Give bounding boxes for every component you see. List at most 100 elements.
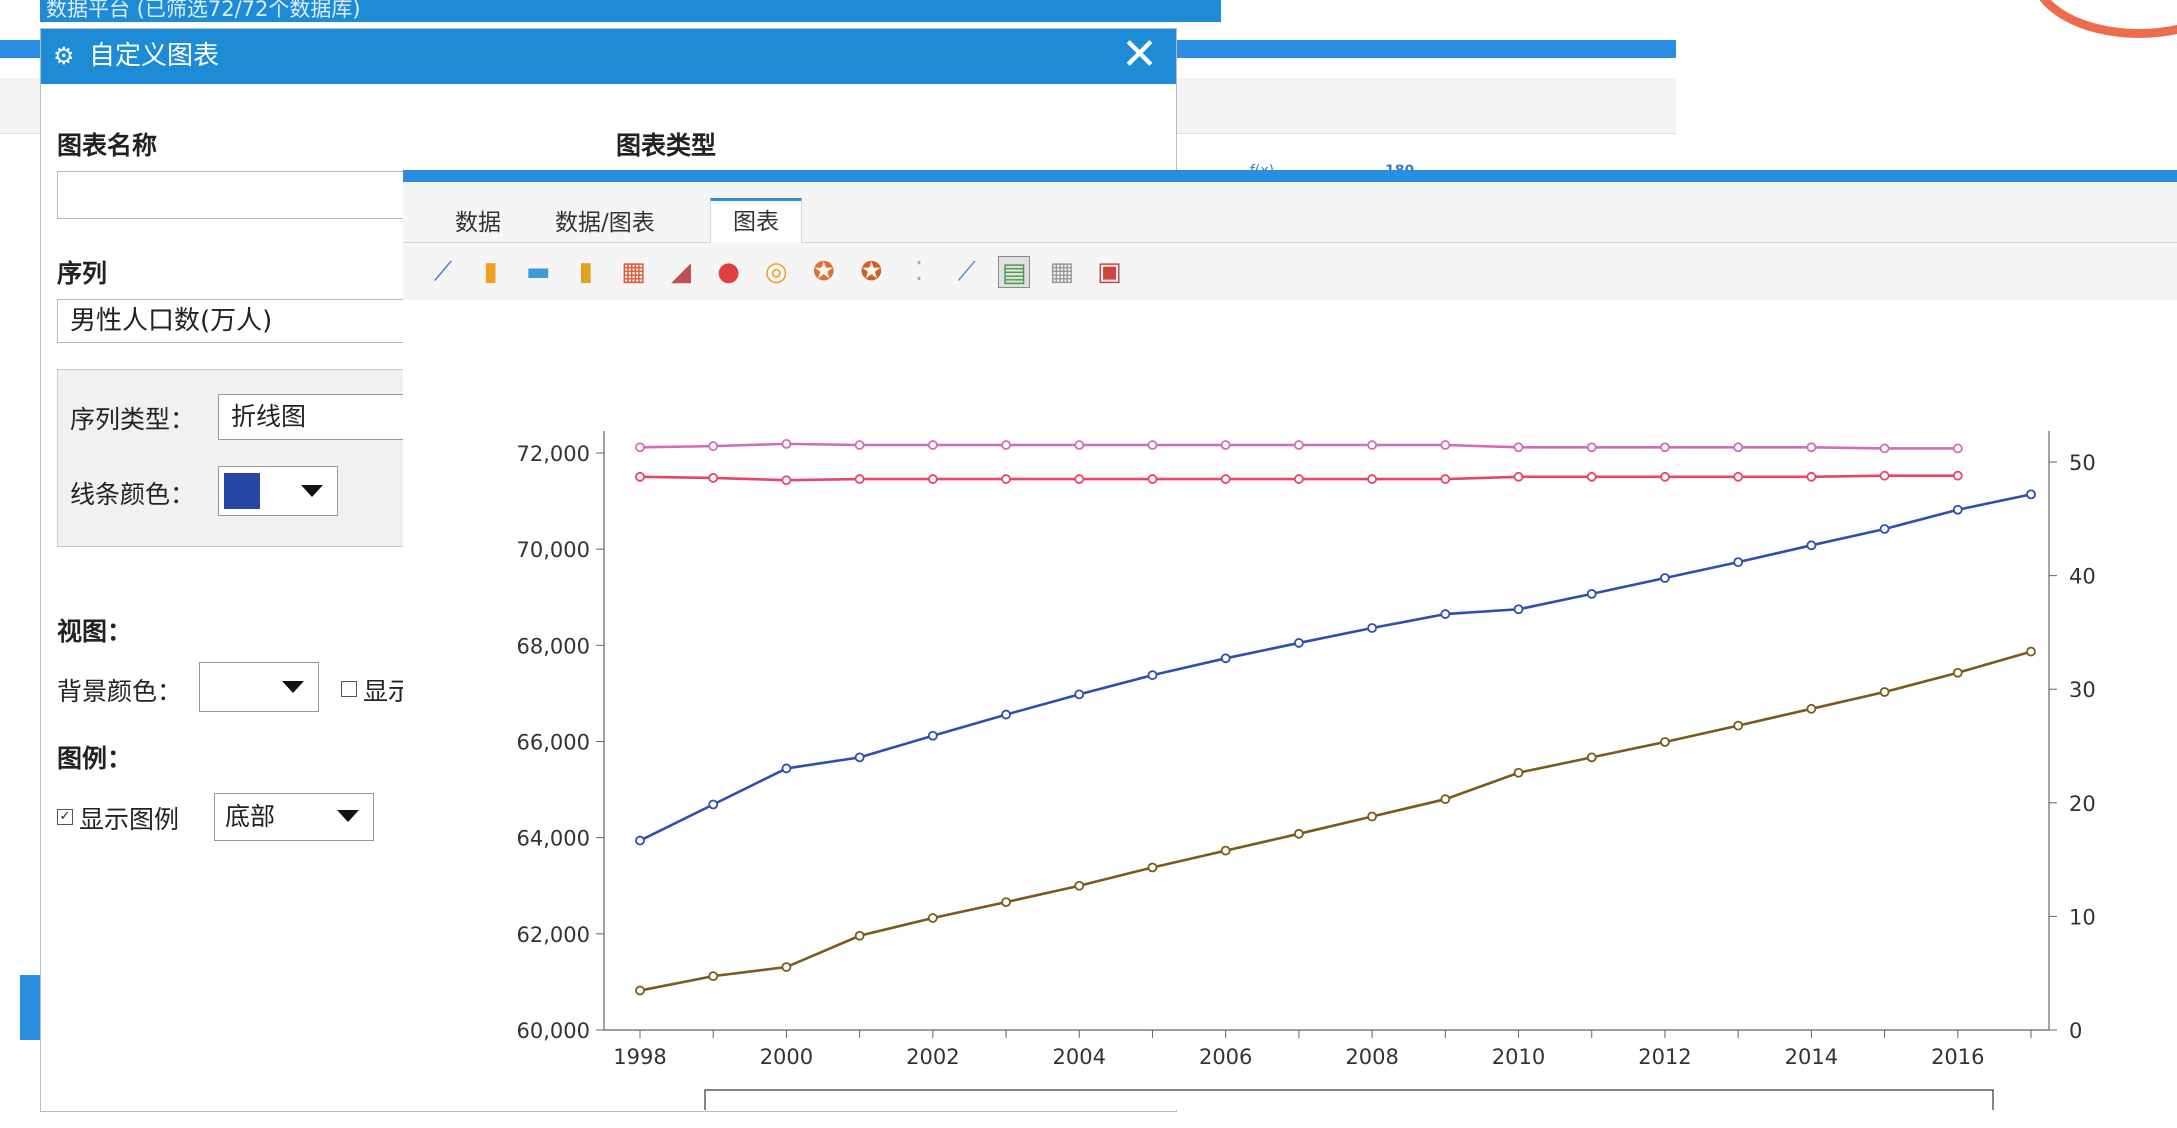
data-point: [1075, 882, 1083, 890]
data-point: [856, 753, 864, 761]
export-image-icon[interactable]: ▣: [1093, 256, 1125, 288]
decorative-circle: [2030, 0, 2177, 38]
data-point: [1368, 624, 1376, 632]
series-line: [640, 494, 2031, 840]
combo-chart-icon[interactable]: ▤: [998, 256, 1030, 288]
series-select[interactable]: 男性人口数(万人): [57, 299, 457, 343]
x-tick-label: 2012: [1638, 1045, 1691, 1069]
x-tick-label: 2016: [1931, 1045, 1984, 1069]
data-point: [709, 972, 717, 980]
area-chart-icon[interactable]: ◢: [665, 256, 697, 288]
data-point: [1295, 639, 1303, 647]
donut-chart-icon[interactable]: ◎: [760, 256, 792, 288]
data-point: [1588, 753, 1596, 761]
dropdown-arrow-icon: [301, 485, 323, 497]
data-point: [1441, 795, 1449, 803]
data-point: [1734, 722, 1742, 730]
close-icon[interactable]: ✕: [1121, 29, 1158, 81]
data-point: [1807, 443, 1815, 451]
data-point: [1441, 610, 1449, 618]
data-point: [1734, 558, 1742, 566]
data-point: [1661, 443, 1669, 451]
gear-icon: ⚙: [53, 29, 75, 84]
data-point: [782, 764, 790, 772]
y-left-tick-label: 70,000: [517, 538, 590, 562]
data-point: [1222, 654, 1230, 662]
data-point: [1002, 475, 1010, 483]
stacked-bar-icon[interactable]: ▮: [570, 256, 602, 288]
data-point: [1954, 472, 1962, 480]
data-point: [782, 440, 790, 448]
data-point: [636, 837, 644, 845]
y-right-tick-label: 20: [2069, 792, 2096, 816]
y-left-tick-label: 72,000: [517, 442, 590, 466]
data-point: [1954, 506, 1962, 514]
x-tick-label: 2008: [1345, 1045, 1398, 1069]
line-scatter-icon[interactable]: ⟋: [951, 256, 983, 288]
data-point: [1807, 705, 1815, 713]
data-point: [1661, 574, 1669, 582]
tab-data[interactable]: 数据: [455, 204, 501, 242]
tab-data-chart[interactable]: 数据/图表: [555, 204, 655, 242]
data-point: [1588, 473, 1596, 481]
series-line: [640, 652, 2031, 991]
horizontal-bar-icon[interactable]: ▬: [522, 256, 554, 288]
legend-position-select[interactable]: 底部: [214, 793, 374, 841]
data-point: [929, 914, 937, 922]
y-right-tick-label: 50: [2069, 451, 2096, 475]
series-heading: 序列: [57, 254, 107, 290]
settings-icon[interactable]: ▦: [1046, 256, 1078, 288]
background-window-titlebar: 数据平台 (已筛选72/72个数据库): [40, 0, 1221, 22]
legend-position-value: 底部: [225, 802, 275, 831]
y-right-tick-label: 40: [2069, 565, 2096, 589]
chart-window-titlebar: [403, 170, 2177, 182]
scatter-chart-icon[interactable]: ⁚: [903, 256, 935, 288]
data-point: [636, 473, 644, 481]
line-color-picker[interactable]: [218, 466, 338, 516]
data-point: [1661, 738, 1669, 746]
x-tick-label: 2002: [906, 1045, 959, 1069]
bg-color-picker[interactable]: [199, 662, 319, 712]
y-right-tick-label: 10: [2069, 905, 2096, 929]
x-tick-label: 2000: [760, 1045, 813, 1069]
data-point: [1588, 590, 1596, 598]
chart-name-label: 图表名称: [57, 126, 157, 162]
data-point: [636, 987, 644, 995]
pie-chart-icon[interactable]: ●: [713, 256, 745, 288]
dropdown-arrow-icon: [337, 810, 359, 822]
show-checkbox[interactable]: [341, 681, 357, 697]
data-point: [1441, 441, 1449, 449]
dialog-titlebar: ⚙ 自定义图表 ✕: [41, 29, 1176, 84]
data-point: [2027, 648, 2035, 656]
data-point: [929, 475, 937, 483]
tab-chart[interactable]: 图表: [710, 198, 802, 246]
data-point: [1881, 525, 1889, 533]
bar-chart-icon[interactable]: ▮: [475, 256, 507, 288]
data-point: [1661, 473, 1669, 481]
x-tick-label: 2004: [1053, 1045, 1106, 1069]
line-chart-icon[interactable]: ⟋: [427, 256, 459, 288]
y-right-tick-label: 0: [2069, 1019, 2082, 1043]
data-point: [709, 442, 717, 450]
data-point: [1295, 441, 1303, 449]
radar-chart-icon[interactable]: ✪: [808, 256, 840, 288]
stacked-horizontal-bar-icon[interactable]: ▦: [617, 256, 649, 288]
data-point: [1368, 475, 1376, 483]
data-point: [1954, 669, 1962, 677]
data-point: [1075, 475, 1083, 483]
y-left-tick-label: 64,000: [517, 827, 590, 851]
data-point: [1148, 441, 1156, 449]
show-legend-checkbox[interactable]: ✓: [57, 809, 73, 825]
data-point: [1515, 769, 1523, 777]
data-point: [1368, 441, 1376, 449]
chart-window: 数据 数据/图表 图表 ⟋ ▮ ▬ ▮ ▦ ◢ ● ◎ ✪ ✪ ⁚ ⟋ ▤ ▦ ▣ 60,000 62,000…: [403, 170, 2177, 1110]
legend-heading: 图例：: [57, 739, 132, 775]
y-left-tick-label: 60,000: [517, 1019, 590, 1043]
data-point: [1075, 690, 1083, 698]
data-point: [1295, 475, 1303, 483]
data-point: [1002, 898, 1010, 906]
data-point: [1368, 813, 1376, 821]
chart-name-input[interactable]: [57, 171, 457, 219]
filled-radar-icon[interactable]: ✪: [855, 256, 887, 288]
data-point: [1515, 443, 1523, 451]
